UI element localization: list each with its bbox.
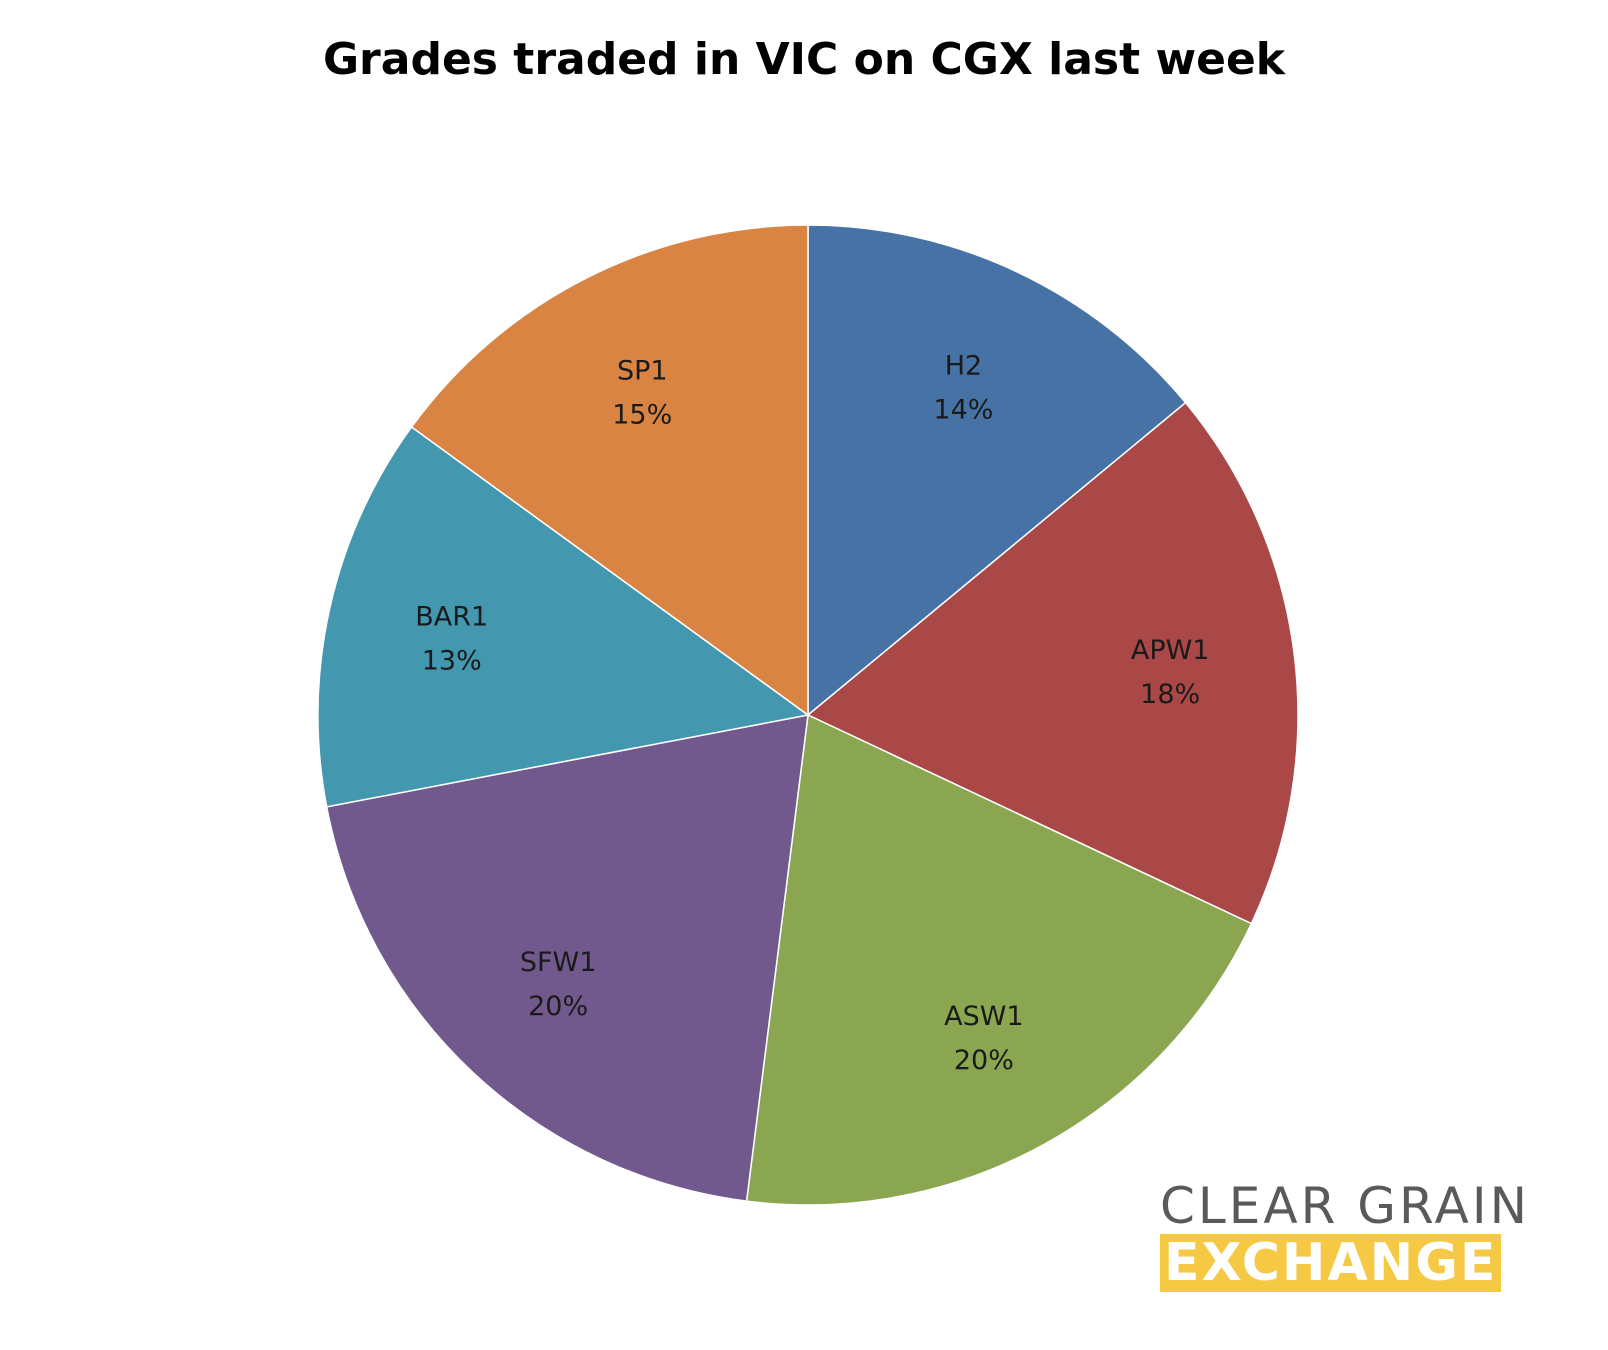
slice-label-sfw1: SFW1	[520, 947, 597, 978]
slice-percent-asw1: 20%	[954, 1045, 1014, 1076]
logo-text-exchange: EXCHANGE	[1160, 1234, 1502, 1292]
slice-label-bar1: BAR1	[415, 601, 488, 632]
pie-slice-sfw1	[325, 714, 809, 1202]
pie-slices	[317, 224, 1299, 1206]
slice-percent-sp1: 15%	[612, 400, 672, 431]
pie-slice-apw1	[806, 401, 1299, 925]
slice-percent-apw1: 18%	[1140, 679, 1200, 710]
pie-labels: H2 14% APW1 18% ASW1 20% SFW1 20% BAR1 13% SP1 15%	[415, 351, 1209, 1076]
chart-title: Grades traded in VIC on CGX last week	[322, 34, 1286, 85]
slice-percent-sfw1: 20%	[528, 991, 588, 1022]
pie-slice-bar1	[317, 425, 810, 808]
slice-percent-h2: 14%	[933, 395, 993, 426]
logo-text-clear-grain: CLEAR GRAIN	[1160, 1177, 1531, 1235]
pie-slice-h2	[807, 224, 1187, 717]
pie-slice-asw1	[745, 713, 1253, 1206]
pie-slice-sp1	[410, 224, 809, 717]
slice-label-apw1: APW1	[1131, 635, 1210, 666]
slice-label-sp1: SP1	[617, 356, 668, 387]
clear-grain-exchange-logo: CLEAR GRAIN EXCHANGE	[1160, 1180, 1555, 1292]
slice-percent-bar1: 13%	[422, 645, 482, 676]
slice-label-asw1: ASW1	[944, 1001, 1023, 1032]
slice-label-h2: H2	[945, 351, 982, 382]
